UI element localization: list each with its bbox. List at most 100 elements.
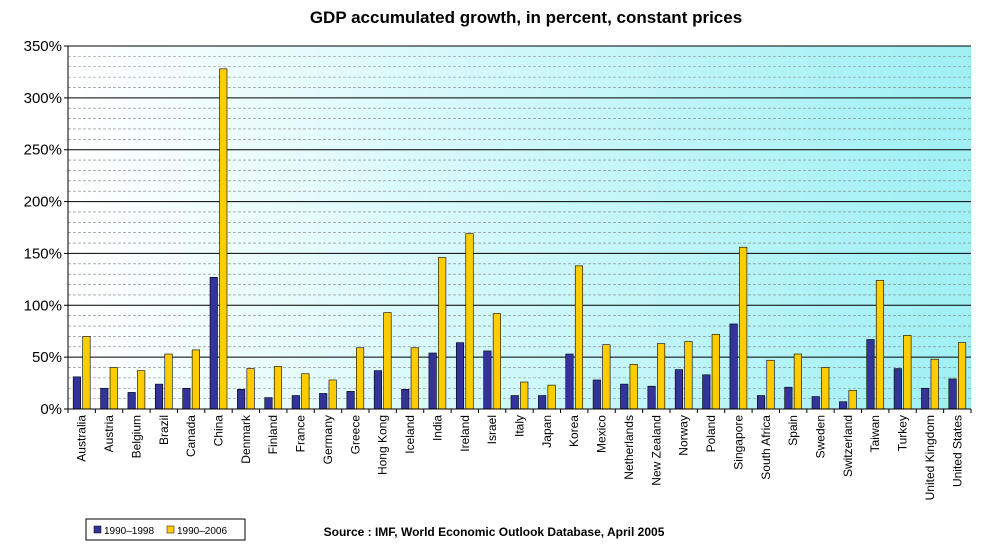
bar-1990-2006 <box>137 370 146 410</box>
bar-1990-2006 <box>520 381 529 410</box>
bar-1990-1998 <box>100 387 109 410</box>
x-tick-label: Brazil <box>157 415 171 445</box>
bar-1990-2006 <box>711 334 720 410</box>
y-tick-label: 300% <box>24 90 62 107</box>
bar-1990-2006 <box>684 341 693 410</box>
plot-area <box>68 46 971 409</box>
bar-1990-1998 <box>291 395 300 410</box>
x-tick-label: Japan <box>540 415 554 448</box>
x-tick-label: Austria <box>102 415 116 453</box>
bar-1990-1998 <box>319 393 328 410</box>
bar-1990-2006 <box>547 384 556 410</box>
x-tick-label: France <box>294 415 308 453</box>
x-tick-label: China <box>212 415 226 447</box>
legend-box <box>85 518 246 541</box>
x-tick-label: Turkey <box>896 415 910 451</box>
bar-1990-1998 <box>811 396 820 410</box>
bar-1990-2006 <box>574 265 584 410</box>
bar-1990-2006 <box>739 246 748 410</box>
bar-1990-2006 <box>383 312 392 410</box>
source-note: Source : IMF, World Economic Outlook Dat… <box>324 525 665 539</box>
legend-swatch-1 <box>93 525 102 534</box>
bar-1990-2006 <box>246 368 255 410</box>
bar-1990-2006 <box>438 257 447 410</box>
y-tick-label: 250% <box>24 142 62 159</box>
x-tick-label: Taiwan <box>868 415 882 452</box>
bar-1990-2006 <box>793 353 802 410</box>
y-tick-label: 150% <box>24 245 62 262</box>
bar-1990-2006 <box>301 373 310 410</box>
bar-1990-1998 <box>154 383 164 410</box>
bar-1990-1998 <box>893 368 902 410</box>
bar-1990-2006 <box>328 379 337 410</box>
x-tick-label: Singapore <box>731 415 745 470</box>
bar-1990-2006 <box>875 280 885 410</box>
y-axis-ticks: 0% 50% 100% 150% 200% 250% 300% 350% <box>24 38 68 418</box>
bar-1990-1998 <box>674 369 683 410</box>
x-tick-label: Norway <box>677 415 691 456</box>
bar-1990-1998 <box>565 353 574 410</box>
x-tick-label: Spain <box>786 415 800 446</box>
bar-1990-2006 <box>958 342 967 410</box>
x-tick-label: United States <box>950 415 964 487</box>
bar-1990-1998 <box>839 401 848 410</box>
bar-1990-2006 <box>903 335 912 410</box>
bar-1990-1998 <box>620 383 629 410</box>
bar-1990-1998 <box>209 276 218 410</box>
bar-1990-2006 <box>930 358 939 410</box>
x-axis-labels: Australia Austria Belgium Brazil Canada China… <box>67 409 972 500</box>
bar-1990-1998 <box>866 339 875 410</box>
bar-1990-2006 <box>465 233 474 410</box>
y-tick-label: 0% <box>40 401 62 418</box>
y-tick-label: 100% <box>24 297 62 314</box>
bar-1990-2006 <box>191 349 200 410</box>
bar-1990-2006 <box>821 367 830 410</box>
x-tick-label: Ireland <box>458 415 472 452</box>
legend-label-1: 1990–1998 <box>104 526 154 537</box>
bar-1990-1998 <box>538 395 547 410</box>
x-tick-label: Germany <box>321 415 335 464</box>
bar-1990-1998 <box>592 379 601 410</box>
bar-1990-1998 <box>702 374 711 410</box>
bar-1990-2006 <box>766 359 775 410</box>
x-tick-label: South Africa <box>759 415 773 480</box>
x-tick-label: New Zealand <box>649 415 663 486</box>
y-tick-label: 50% <box>32 349 62 366</box>
bar-1990-1998 <box>237 388 246 410</box>
bar-1990-1998 <box>127 392 136 410</box>
x-tick-label: Sweden <box>814 415 828 458</box>
bar-1990-1998 <box>264 397 273 410</box>
x-tick-label: Italy <box>513 415 527 437</box>
bar-1990-1998 <box>72 376 81 410</box>
x-tick-label: Finland <box>266 415 280 454</box>
x-tick-label: Netherlands <box>622 415 636 480</box>
legend: 1990–1998 1990–2006 <box>85 518 246 541</box>
x-tick-label: Poland <box>704 415 718 452</box>
bar-1990-1998 <box>948 378 957 410</box>
x-tick-label: Belgium <box>129 415 143 458</box>
bar-1990-1998 <box>510 395 519 410</box>
chart-title: GDP accumulated growth, in percent, cons… <box>310 8 742 27</box>
bar-1990-2006 <box>848 390 857 410</box>
x-tick-label: Israel <box>485 415 499 444</box>
bars <box>72 68 967 410</box>
y-tick-label: 350% <box>24 38 62 55</box>
bar-1990-2006 <box>82 336 91 410</box>
bar-1990-2006 <box>492 313 501 410</box>
bar-1990-1998 <box>346 391 355 410</box>
bar-1990-1998 <box>182 387 191 410</box>
bar-1990-2006 <box>164 353 173 410</box>
x-tick-label: Denmark <box>239 414 253 464</box>
bar-1990-1998 <box>729 323 738 410</box>
bar-1990-1998 <box>756 395 766 410</box>
bar-1990-2006 <box>602 344 611 410</box>
bar-1990-1998 <box>483 350 492 410</box>
minor-gridlines <box>68 56 971 399</box>
x-tick-label: Korea <box>567 415 581 447</box>
x-tick-label: Switzerland <box>841 415 855 477</box>
bar-1990-2006 <box>219 68 228 410</box>
x-tick-label: Iceland <box>403 415 417 454</box>
x-tick-label: India <box>430 415 444 441</box>
x-tick-label: Mexico <box>595 415 609 453</box>
